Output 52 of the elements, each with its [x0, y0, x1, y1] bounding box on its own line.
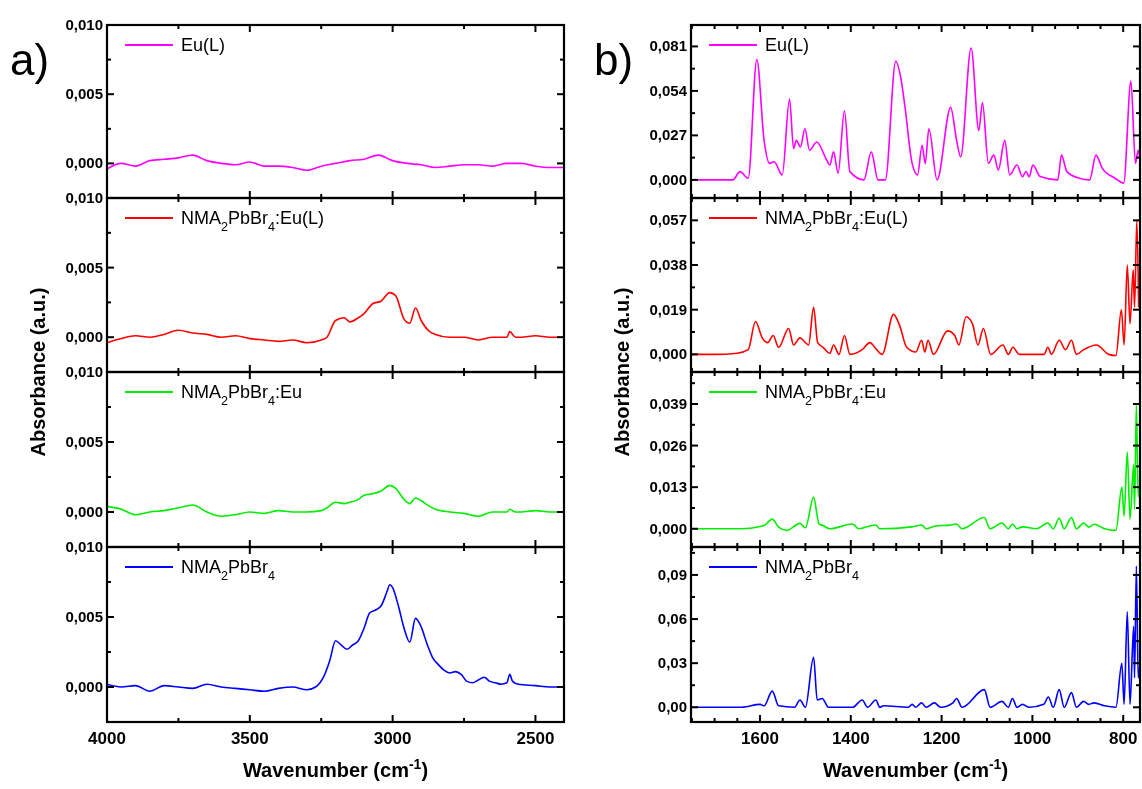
y-tick-label: 0,054	[649, 81, 688, 99]
x-tick-label: 1200	[922, 729, 961, 748]
y-tick-label: 0,010	[65, 538, 103, 555]
legend-label: Eu(L)	[765, 35, 810, 55]
y-tick-label: 0,010	[65, 189, 103, 206]
y-axis-title: Absorbance (a.u.)	[611, 287, 633, 457]
y-tick-label: 0,000	[649, 170, 687, 188]
y-tick-label: 0,000	[649, 345, 687, 363]
y-axis-title: Absorbance (a.u.)	[27, 287, 49, 457]
y-tick-label: 0,081	[649, 37, 687, 55]
y-tick-label: 0,010	[65, 363, 103, 380]
legend-label: NMA$_{2}$PbBr$_{4}$:Eu(L)	[765, 208, 909, 234]
y-tick-label: 0,09	[657, 565, 687, 583]
text: b)	[594, 35, 634, 84]
y-tick-label: 0,005	[65, 258, 103, 276]
legend-label: NMA$_{2}$PbBr$_{4}$	[181, 557, 276, 583]
y-tick-label: 0,005	[65, 85, 103, 103]
x-tick-label: 2500	[516, 729, 555, 748]
y-tick-label: 0,06	[657, 610, 687, 628]
y-tick-label: 0,027	[649, 126, 687, 144]
y-tick-label: 0,000	[65, 678, 103, 695]
x-tick-label: 1600	[741, 729, 779, 748]
y-tick-label: 0,019	[649, 300, 687, 318]
y-tick-label: 0,013	[649, 478, 687, 496]
legend-label: NMA$_{2}$PbBr$_{4}$	[765, 557, 860, 583]
y-tick-label: 0,000	[65, 154, 103, 172]
y-tick-label: 0,03	[657, 654, 687, 672]
legend-label: NMA$_{2}$PbBr$_{4}$:Eu	[181, 382, 303, 408]
y-tick-label: 0,000	[65, 503, 103, 520]
line-series	[107, 154, 564, 172]
y-tick-label: 0,038	[649, 256, 687, 274]
legend-label: Eu(L)	[181, 35, 226, 55]
y-tick-label: 0,039	[649, 394, 687, 412]
x-tick-label: 4000	[88, 729, 126, 748]
y-tick-label: 0,005	[65, 433, 103, 450]
x-tick-label: 1000	[1013, 729, 1052, 748]
y-tick-label: 0,057	[649, 211, 687, 229]
y-tick-label: 0,005	[65, 608, 103, 625]
legend-label: NMA$_{2}$PbBr$_{4}$:Eu	[765, 382, 887, 408]
y-tick-label: 0,026	[649, 436, 687, 454]
y-tick-label: 0,00	[657, 698, 687, 716]
x-tick-label: 3000	[373, 729, 412, 748]
y-tick-label: 0,000	[649, 519, 687, 537]
x-tick-label: 800	[1109, 729, 1138, 748]
x-axis-title: Wavenumber (cm$^{-1}$)	[822, 756, 1009, 781]
legend-label: NMA$_{2}$PbBr$_{4}$:Eu(L)	[181, 208, 325, 234]
x-tick-label: 3500	[230, 729, 269, 748]
text: a)	[10, 35, 50, 84]
x-tick-label: 1400	[831, 729, 870, 748]
x-axis-title: Wavenumber (cm$^{-1}$)	[242, 756, 429, 781]
y-tick-label: 0,010	[65, 16, 103, 33]
y-tick-label: 0,000	[65, 328, 103, 346]
